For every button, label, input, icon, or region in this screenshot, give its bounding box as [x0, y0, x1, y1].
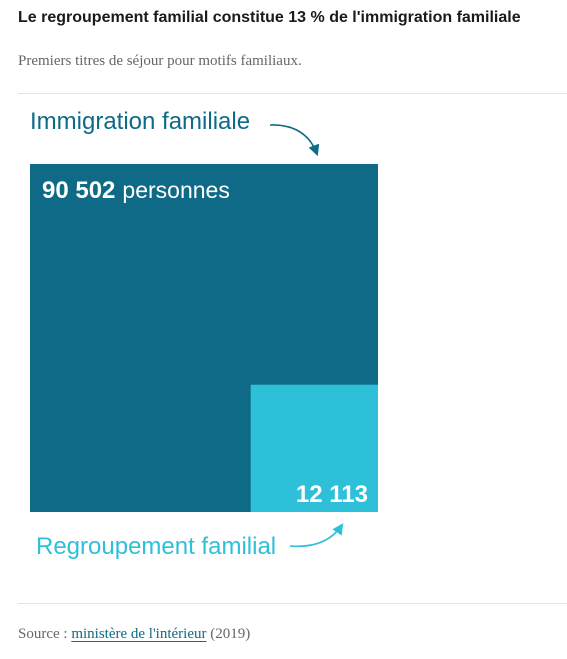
- inner-arrow-icon: [289, 523, 344, 548]
- chart-area: Immigration familiale 90 502 personnes 1…: [0, 94, 567, 602]
- source-line: Source : ministère de l'intérieur (2019): [18, 624, 250, 644]
- top-divider: [18, 93, 567, 94]
- inner-value-label: 12 113: [296, 481, 368, 508]
- outer-series-label: Immigration familiale: [30, 108, 250, 135]
- proportional-area-chart: Immigration familiale 90 502 personnes 1…: [30, 108, 378, 560]
- outer-unit-label: personnes: [122, 177, 229, 203]
- source-suffix: (2019): [206, 626, 251, 642]
- inner-area-square: [250, 384, 378, 512]
- inner-series-label: Regroupement familial: [36, 533, 276, 560]
- chart-title: Le regroupement familial constitue 13 % …: [18, 9, 521, 26]
- outer-value-label: 90 502: [42, 177, 115, 204]
- source-prefix: Source :: [18, 626, 72, 642]
- source-link[interactable]: ministère de l'intérieur: [71, 626, 207, 642]
- outer-arrow-icon: [269, 124, 320, 157]
- chart-subtitle: Premiers titres de séjour pour motifs fa…: [18, 53, 302, 69]
- bottom-divider: [18, 603, 567, 604]
